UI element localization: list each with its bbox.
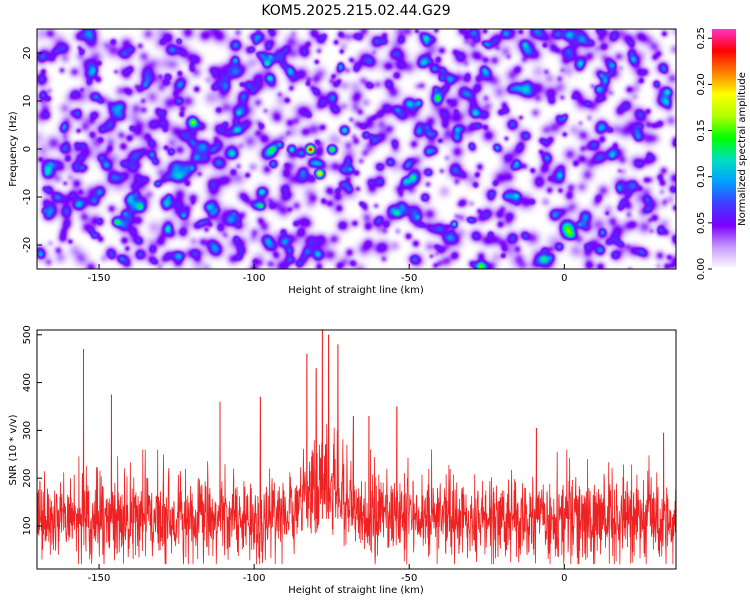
- colorbar-tick-label: 0.25: [696, 27, 707, 49]
- colorbar-tick-label: 0.10: [696, 166, 707, 188]
- snr-panel: -150 -100 -50 0 100 200 300 400 500 Height of s…: [8, 325, 677, 596]
- heatmap-y-tick-label: -20: [22, 237, 33, 253]
- snr-frame: [36, 329, 677, 570]
- snr-x-tick-label: -100: [243, 573, 266, 584]
- snr-y-tick-label: 500: [22, 325, 33, 344]
- heatmap-x-ticks: -150 -100 -50 0: [88, 264, 568, 284]
- snr-series-line: [37, 330, 676, 565]
- heatmap-y-ticks: -20 -10 0 10 20: [22, 47, 42, 253]
- snr-x-tick-label: -150: [88, 573, 111, 584]
- chart-title: KOM5.2025.215.02.44.G29: [261, 3, 450, 19]
- snr-y-axis-label: SNR (10 * v/v): [8, 414, 19, 485]
- heatmap-y-tick-label: 0: [22, 146, 33, 152]
- snr-y-tick-label: 400: [22, 373, 33, 392]
- heatmap-y-tick-label: -10: [22, 189, 33, 205]
- snr-y-ticks: 100 200 300 400 500: [22, 325, 42, 536]
- heatmap-y-tick-label: 10: [22, 95, 33, 108]
- snr-peaks: [83, 330, 665, 519]
- snr-x-tick-label: 0: [561, 573, 567, 584]
- heatmap-x-tick-label: -100: [243, 273, 266, 284]
- heatmap-x-tick-label: -150: [88, 273, 111, 284]
- colorbar-tick-label: 0.00: [696, 258, 707, 280]
- colorbar-tick-label: 0.05: [696, 212, 707, 234]
- heatmap-y-tick-label: 20: [22, 47, 33, 60]
- heatmap-x-axis-label: Height of straight line (km): [288, 285, 424, 296]
- snr-y-tick-label: 100: [22, 516, 33, 535]
- snr-x-tick-label: -50: [401, 573, 417, 584]
- snr-x-ticks: -150 -100 -50 0: [88, 564, 568, 584]
- snr-x-axis-label: Height of straight line (km): [288, 585, 424, 596]
- colorbar-ticks: 0.00 0.05 0.10 0.15 0.20 0.25: [696, 27, 712, 280]
- colorbar-tick-label: 0.15: [696, 119, 707, 141]
- heatmap-y-axis-label: Frequency (Hz): [8, 111, 19, 187]
- colorbar-gradient: [712, 29, 736, 269]
- colorbar-tick-label: 0.20: [696, 73, 707, 95]
- snr-y-tick-label: 300: [22, 421, 33, 440]
- snr-y-tick-label: 200: [22, 469, 33, 488]
- heatmap-x-tick-label: 0: [561, 273, 567, 284]
- colorbar-label: Normalized spectral amplitude: [737, 72, 748, 226]
- heatmap-image: [37, 29, 676, 269]
- colorbar: 0.00 0.05 0.10 0.15 0.20 0.25 Normalized spec…: [696, 27, 748, 280]
- heatmap-x-tick-label: -50: [401, 273, 417, 284]
